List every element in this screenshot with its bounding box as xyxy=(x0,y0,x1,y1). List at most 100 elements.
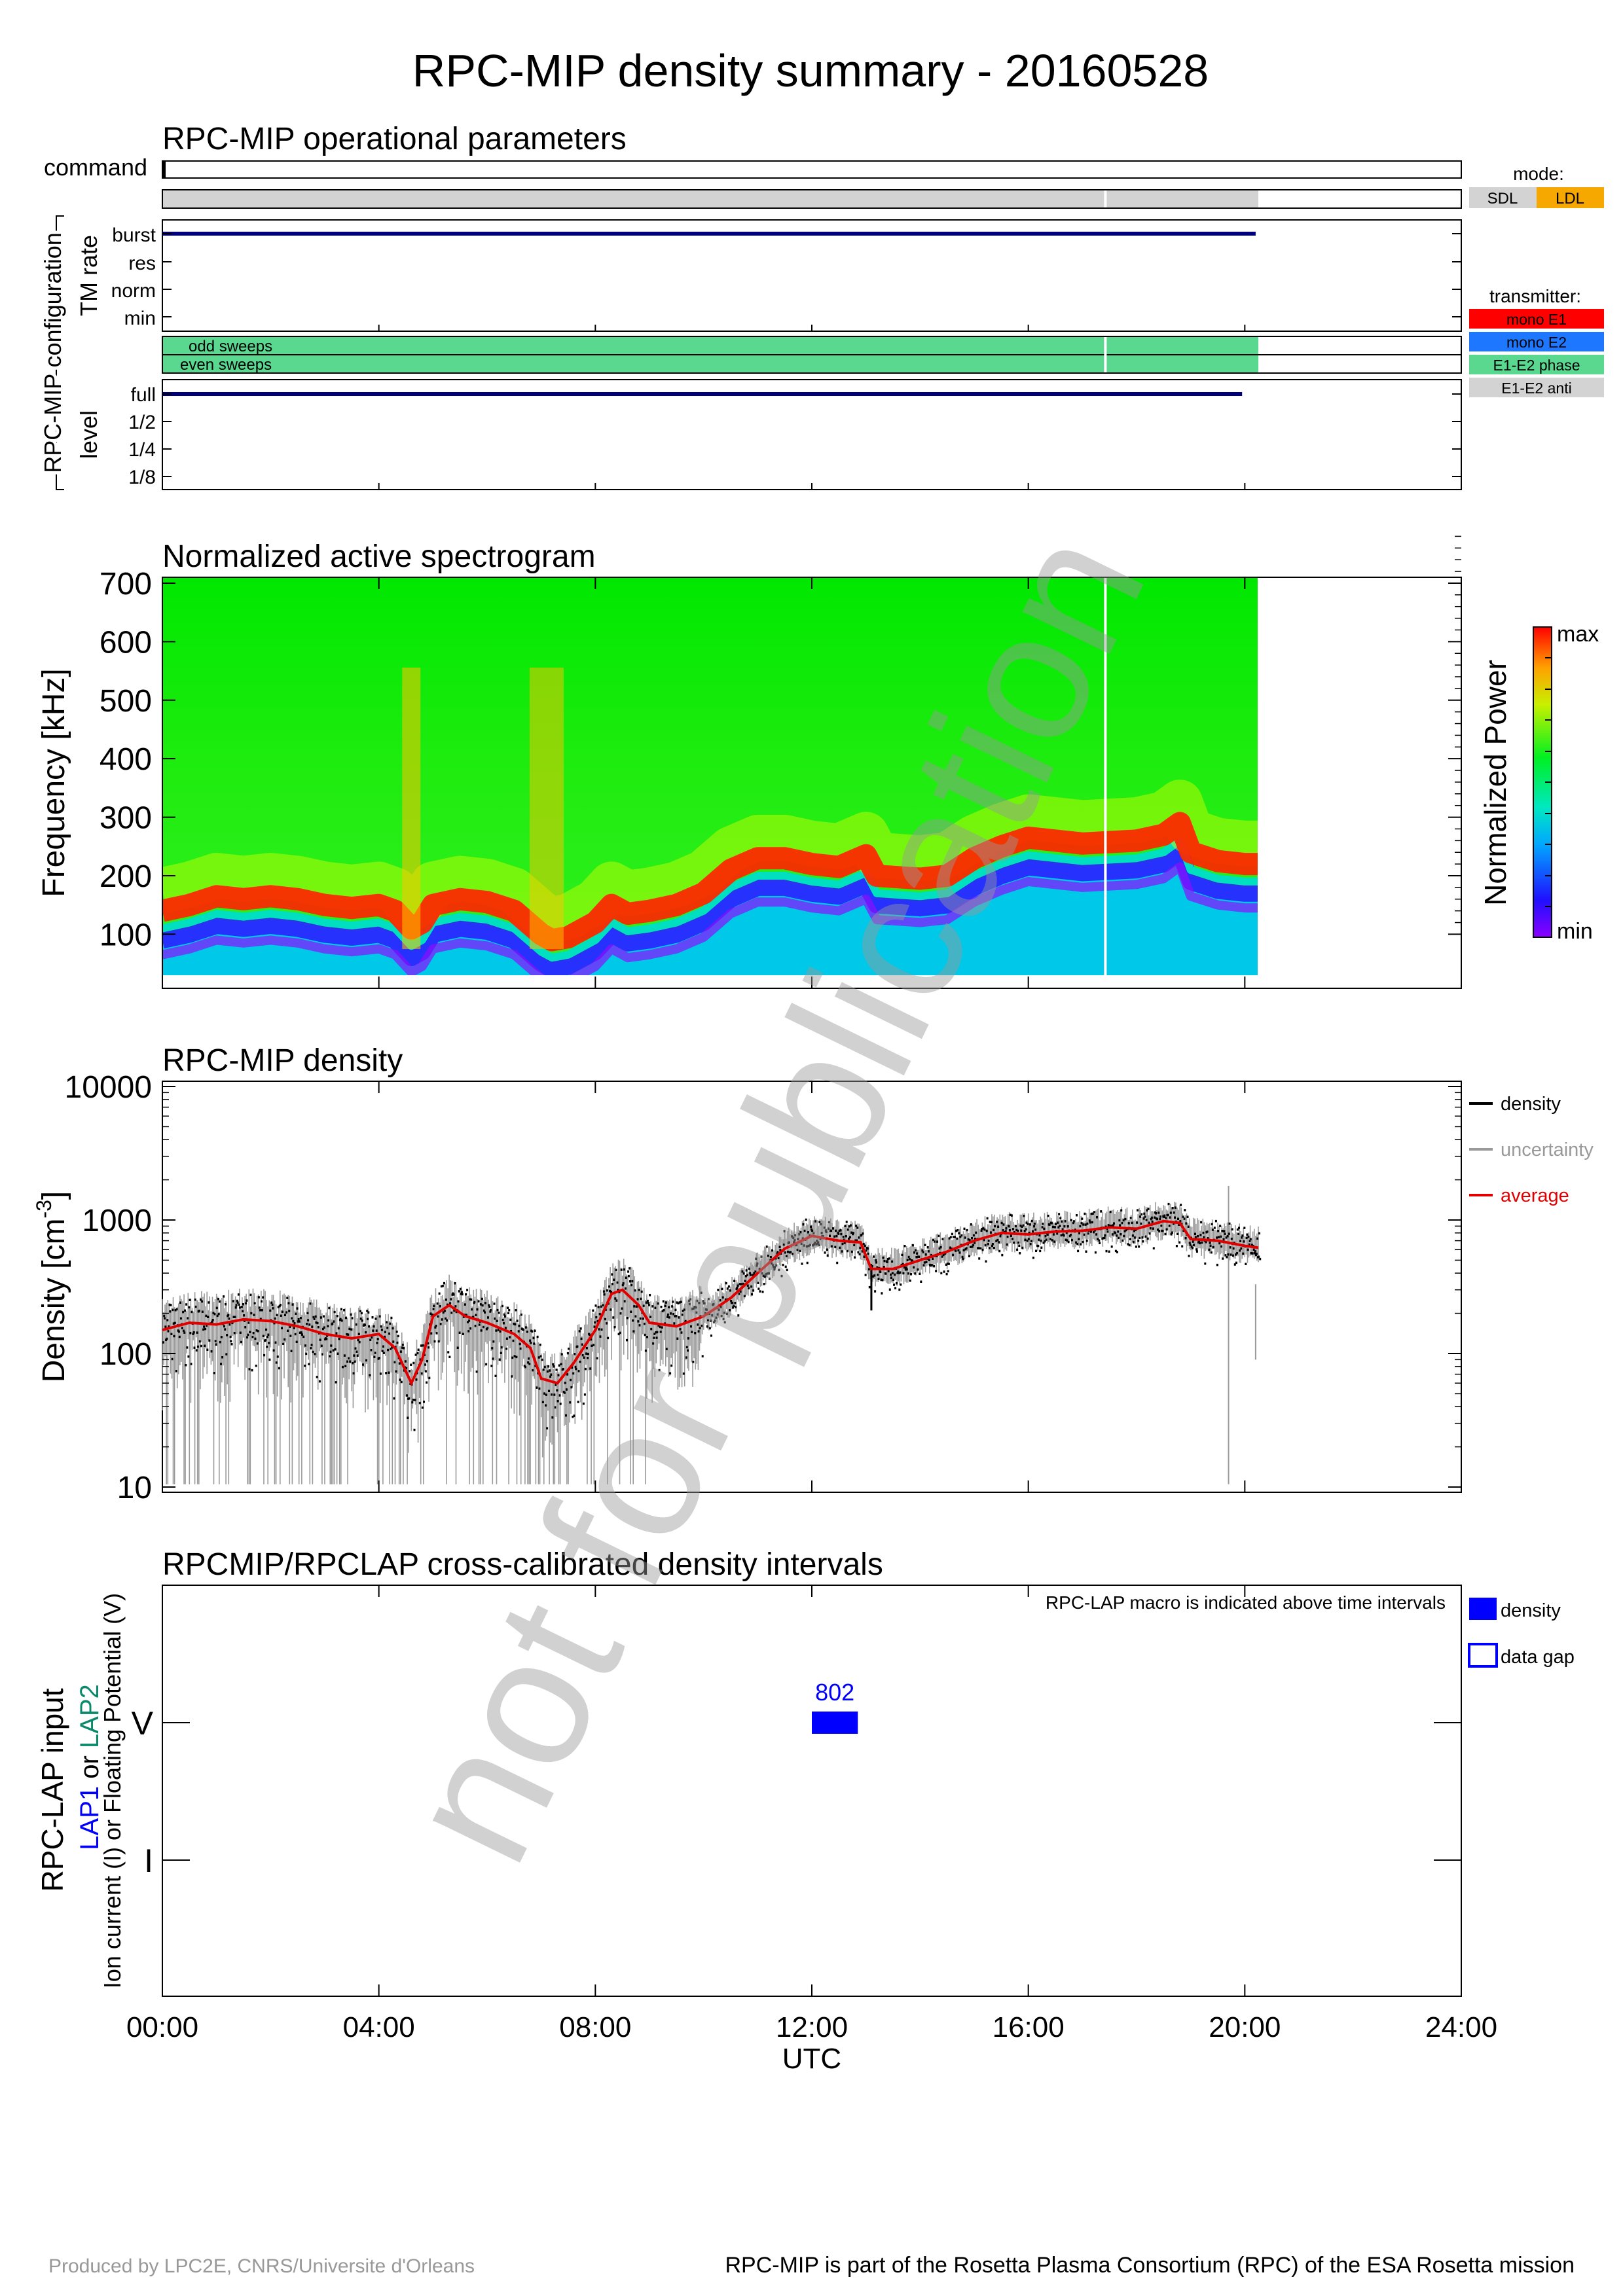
density-ylabel-sup: -3 xyxy=(32,1200,56,1218)
transmitter-phase-swatch xyxy=(1469,355,1604,374)
command-label: command xyxy=(44,154,147,181)
spectrogram-burst-2 xyxy=(529,668,564,949)
transmitter-e2-swatch xyxy=(1469,332,1604,351)
spectrogram-title: Normalized active spectrogram xyxy=(162,539,596,574)
lap-category-i: I xyxy=(144,1842,153,1879)
density-average-line xyxy=(162,1219,1259,1387)
density-point-marks xyxy=(162,1202,1262,1431)
sweeps-gap xyxy=(1104,337,1107,372)
density-ylabel-end: ] xyxy=(37,1191,71,1200)
command-row xyxy=(162,160,1462,179)
legend-average-label: average xyxy=(1501,1185,1569,1206)
spectrogram-burst-1 xyxy=(402,668,421,949)
lap-panel: RPCMIP/RPCLAP cross-calibrated density i… xyxy=(35,1547,1575,1997)
spectrogram-ytick-label: 300 xyxy=(100,801,152,836)
tm-rate-box xyxy=(162,219,1462,332)
operational-panel: RPC-MIP operational parameters command b… xyxy=(36,122,1604,490)
spectrogram-ytick-label: 500 xyxy=(100,684,152,719)
transmitter-phase-label: E1-E2 phase xyxy=(1493,357,1580,374)
odd-sweeps-label: odd sweeps xyxy=(189,338,272,355)
lap-ylabel-sub: Ion current (I) or Floating Potential (V… xyxy=(99,1593,126,1988)
lap-category-v: V xyxy=(132,1705,154,1742)
level-quarter: 1/4 xyxy=(128,439,156,461)
lap-ylabel-lap1: LAP1 xyxy=(75,1786,104,1850)
spectrogram-ytick-label: 700 xyxy=(100,567,152,601)
lap-macro-label: 802 xyxy=(815,1679,854,1706)
lap-legend-gap-swatch xyxy=(1468,1643,1498,1668)
time-ticks xyxy=(378,325,1246,1996)
lap-interval-802 xyxy=(812,1712,858,1734)
tm-rate-label: TM rate xyxy=(75,235,102,316)
lap-ylabel-probes: LAP1 or LAP2 xyxy=(75,1684,104,1850)
mode-legend-ldl: LDL xyxy=(1556,190,1584,207)
mode-legend-title: mode: xyxy=(1513,164,1564,184)
level-box xyxy=(162,379,1462,490)
time-labels: 00:00 04:00 08:00 12:00 16:00 20:00 24:00 xyxy=(126,2011,1497,2043)
transmitter-e1-swatch xyxy=(1469,309,1604,329)
footer-right: RPC-MIP is part of the Rosetta Plasma Co… xyxy=(725,2253,1575,2278)
lap-title: RPCMIP/RPCLAP cross-calibrated density i… xyxy=(162,1547,883,1582)
lap-frame xyxy=(162,1585,1462,1997)
colorbar-min-label: min xyxy=(1557,919,1593,944)
even-sweeps-fill xyxy=(163,355,1258,372)
lap-ylabel: RPC-LAP input xyxy=(35,1688,69,1892)
time-tick-label: 24:00 xyxy=(1425,2011,1497,2043)
spectrogram-yellow-band xyxy=(162,780,1258,943)
spectrogram-ytick-label: 400 xyxy=(100,742,152,777)
spectrogram-image xyxy=(162,577,1258,975)
time-tick-label: 12:00 xyxy=(776,2011,848,2043)
transmitter-anti-swatch xyxy=(1469,378,1604,397)
spectrogram-panel: Normalized active spectrogram 100 200 300 4… xyxy=(37,535,1599,989)
mode-legend-ldl-swatch xyxy=(1537,187,1604,208)
spectrogram-ytick-label: 100 xyxy=(100,918,152,952)
colorbar-label: Normalized Power xyxy=(1478,660,1512,906)
config-bracket xyxy=(56,215,64,490)
legend-uncertainty-label: uncertainty xyxy=(1501,1139,1594,1160)
level-full: full xyxy=(131,384,156,406)
time-tick-label: 20:00 xyxy=(1209,2011,1281,2043)
time-tick-label: 04:00 xyxy=(343,2011,415,2043)
lap-ylabel-or: or xyxy=(75,1748,104,1786)
time-tick-label: 00:00 xyxy=(126,2011,198,2043)
density-ytick-label: 10000 xyxy=(65,1070,152,1105)
lap-legend-density-swatch xyxy=(1469,1598,1497,1620)
transmitter-anti-label: E1-E2 anti xyxy=(1501,380,1571,397)
transmitter-e1-label: mono E1 xyxy=(1506,311,1567,328)
even-sweeps-label: even sweeps xyxy=(180,356,272,374)
tm-rate-level-min: min xyxy=(124,308,156,329)
density-title: RPC-MIP density xyxy=(162,1043,403,1078)
lap-ylabel-lap2: LAP2 xyxy=(75,1684,104,1748)
figure-title: RPC-MIP density summary - 20160528 xyxy=(412,45,1209,96)
tm-rate-level-res: res xyxy=(128,253,156,274)
spectrogram-lower-band xyxy=(162,862,1258,975)
lap-legend-gap: data gap xyxy=(1501,1647,1575,1668)
spectrogram-cyan-band xyxy=(162,836,1258,962)
time-tick-label: 08:00 xyxy=(559,2011,631,2043)
mode-legend-sdl: SDL xyxy=(1487,190,1518,207)
spectrogram-ytick-label: 600 xyxy=(100,625,152,660)
spectrogram-y-ticks: 100 200 300 400 500 600 700 xyxy=(100,535,1461,952)
level-half: 1/2 xyxy=(128,412,156,433)
spectrogram-gap xyxy=(1104,577,1107,975)
tm-rate-level-burst: burst xyxy=(112,224,156,246)
transmitter-e2-label: mono E2 xyxy=(1506,334,1567,351)
density-ytick-label: 1000 xyxy=(82,1204,152,1238)
density-ylabel: Density [cm-3] xyxy=(32,1191,71,1383)
mode-legend-sdl-swatch xyxy=(1469,187,1537,208)
density-ytick-label: 100 xyxy=(100,1337,152,1372)
level-label: level xyxy=(75,410,102,459)
config-group-label: RPC-MIP configuration xyxy=(39,232,66,473)
level-eighth: 1/8 xyxy=(128,467,156,488)
lap-note: RPC-LAP macro is indicated above time in… xyxy=(1046,1592,1446,1613)
density-ylabel-main: Density [cm xyxy=(37,1219,71,1383)
legend-density-label: density xyxy=(1501,1094,1561,1115)
spectrogram-cutoff-band xyxy=(162,844,1258,975)
density-y-ticks: 10 100 1000 10000 xyxy=(65,1070,1461,1505)
spectrogram-ylabel: Frequency [kHz] xyxy=(37,668,71,897)
density-points xyxy=(162,1202,1262,1431)
transmitter-legend-title: transmitter: xyxy=(1489,286,1581,306)
x-axis-label: UTC xyxy=(782,2043,841,2075)
odd-sweeps-fill xyxy=(163,337,1258,354)
spectrogram-plasma-line xyxy=(162,812,1258,952)
